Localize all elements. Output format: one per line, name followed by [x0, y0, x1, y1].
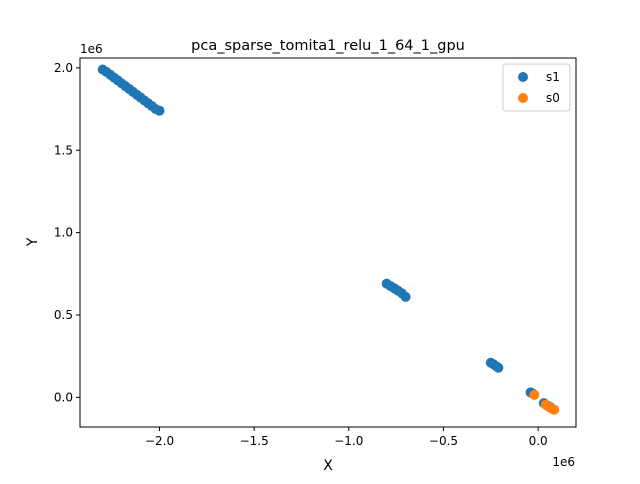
y-tick-label: 0.5: [54, 308, 73, 322]
data-point-s1: [154, 105, 165, 116]
x-tick-label: −1.0: [334, 434, 363, 448]
plot-frame: [79, 57, 577, 428]
chart-title: pca_sparse_tomita1_relu_1_64_1_gpu: [191, 38, 465, 54]
legend-marker-s1: [518, 72, 528, 82]
y-tick-label: 0.0: [54, 390, 73, 404]
x-axis-label: X: [323, 458, 333, 474]
x-tick-label: 0.0: [529, 434, 548, 448]
legend-label-s0: s0: [546, 91, 560, 105]
data-points: [97, 64, 560, 415]
data-point-s1: [400, 291, 411, 302]
y-tick-label: 1.0: [54, 226, 73, 240]
x-axis-ticks: −2.0 −1.5 −1.0 −0.5 0.0: [145, 427, 548, 448]
y-tick-label: 2.0: [54, 61, 73, 75]
y-offset-label: 1e6: [80, 42, 103, 56]
legend-marker-s0: [518, 93, 528, 103]
data-point-s0: [549, 404, 560, 415]
x-tick-label: −2.0: [145, 434, 174, 448]
y-axis-ticks: 0.0 0.5 1.0 1.5 2.0: [54, 61, 80, 404]
x-tick-label: −0.5: [429, 434, 458, 448]
legend-box: [502, 63, 571, 112]
x-offset-label: 1e6: [552, 455, 575, 469]
x-tick-label: −1.5: [240, 434, 269, 448]
y-tick-label: 1.5: [54, 143, 73, 157]
y-axis-label: Y: [25, 237, 41, 247]
legend: s1 s0: [502, 63, 571, 112]
legend-label-s1: s1: [546, 70, 560, 84]
data-point-s1: [493, 362, 504, 373]
data-point-s0: [529, 389, 540, 400]
